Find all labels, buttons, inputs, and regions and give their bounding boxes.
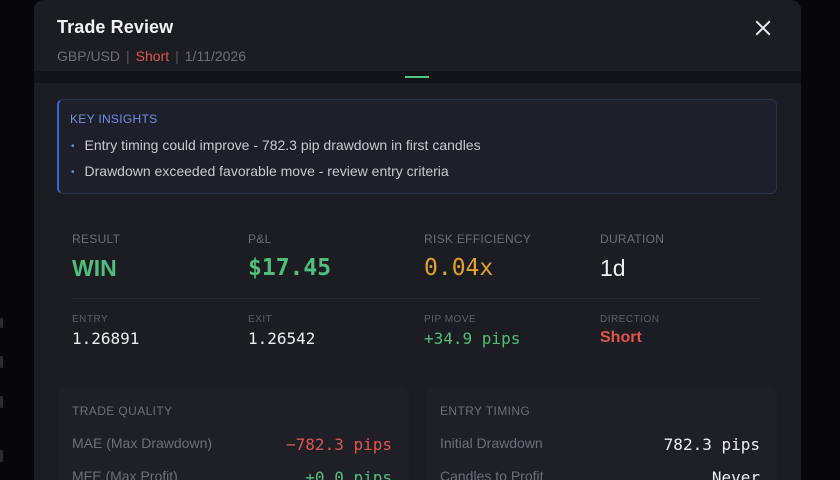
modal-subtitle: GBP/USD | Short | 1/11/2026 <box>57 48 246 64</box>
metric-label: MFE (Max Profit) <box>72 468 178 480</box>
background-fragment <box>0 450 3 462</box>
metric-value: −782.3 pips <box>286 435 392 454</box>
background-fragment <box>0 318 3 328</box>
metric-row-initial-drawdown: Initial Drawdown 782.3 pips <box>440 435 760 455</box>
metric-label: Candles to Profit <box>440 468 544 480</box>
metric-row-mfe: MFE (Max Profit) +0.0 pips <box>72 468 392 480</box>
stat-label: EXIT <box>248 314 273 325</box>
stat-label: RISK EFFICIENCY <box>424 232 532 246</box>
stat-result: RESULT WIN <box>72 232 120 282</box>
bullet-icon: • <box>71 141 75 152</box>
insight-text: Entry timing could improve - 782.3 pip d… <box>84 137 481 153</box>
stat-exit: EXIT 1.26542 <box>248 314 315 348</box>
active-tab-indicator[interactable] <box>405 76 429 78</box>
metric-label: MAE (Max Drawdown) <box>72 435 213 451</box>
close-button[interactable] <box>754 19 772 37</box>
trade-direction: Short <box>135 48 170 64</box>
background-fragment <box>0 356 3 368</box>
stat-value: +34.9 pips <box>424 329 521 348</box>
metric-label: Initial Drawdown <box>440 435 543 451</box>
stat-label: ENTRY <box>72 314 109 325</box>
background-fragment <box>0 396 3 408</box>
insight-text: Drawdown exceeded favorable move - revie… <box>84 163 449 179</box>
stat-value: WIN <box>72 255 117 281</box>
stat-direction: DIRECTION Short <box>600 314 660 347</box>
stat-label: DIRECTION <box>600 314 660 325</box>
metric-value: Never <box>711 468 760 480</box>
card-title: TRADE QUALITY <box>72 404 173 418</box>
trade-date: 1/11/2026 <box>184 48 247 64</box>
insight-item: • Drawdown exceeded favorable move - revi… <box>71 163 449 179</box>
stat-value: 1.26542 <box>248 329 316 348</box>
trade-quality-card: TRADE QUALITY MAE (Max Drawdown) −782.3 … <box>57 388 409 480</box>
stat-value: 1.26891 <box>72 329 140 348</box>
tab-strip <box>34 71 801 83</box>
metric-row-mae: MAE (Max Drawdown) −782.3 pips <box>72 435 392 455</box>
stat-label: PIP MOVE <box>424 314 477 325</box>
modal-header: Trade Review GBP/USD | Short | 1/11/2026 <box>34 0 801 71</box>
stat-entry: ENTRY 1.26891 <box>72 314 139 348</box>
separator: | <box>126 48 130 64</box>
modal-title: Trade Review <box>57 17 174 37</box>
stat-label: RESULT <box>72 232 121 246</box>
insights-title: KEY INSIGHTS <box>70 112 158 126</box>
card-title: ENTRY TIMING <box>440 404 531 418</box>
stat-label: DURATION <box>600 232 665 246</box>
stat-pip-move: PIP MOVE +34.9 pips <box>424 314 520 348</box>
stat-pnl: P&L $17.45 <box>248 232 331 281</box>
stat-duration: DURATION 1d <box>600 232 664 282</box>
metric-row-candles-to-profit: Candles to Profit Never <box>440 468 760 480</box>
stats-divider <box>72 298 760 299</box>
stat-value: Short <box>600 329 642 346</box>
trade-review-modal: Trade Review GBP/USD | Short | 1/11/2026 KEY… <box>34 0 801 480</box>
metric-value: 782.3 pips <box>663 435 760 454</box>
stat-value: $17.45 <box>248 255 332 281</box>
insight-item: • Entry timing could improve - 782.3 pip … <box>71 137 481 153</box>
bullet-icon: • <box>71 167 75 178</box>
stat-value: 0.04x <box>424 255 494 281</box>
entry-timing-card: ENTRY TIMING Initial Drawdown 782.3 pips… <box>425 388 777 480</box>
key-insights-panel: KEY INSIGHTS • Entry timing could improve… <box>57 99 777 194</box>
stat-risk-efficiency: RISK EFFICIENCY 0.04x <box>424 232 531 281</box>
stat-label: P&L <box>248 232 272 246</box>
stat-value: 1d <box>600 255 626 281</box>
close-icon <box>755 20 771 36</box>
separator: | <box>175 48 179 64</box>
metric-value: +0.0 pips <box>305 468 392 480</box>
currency-pair: GBP/USD <box>57 48 121 64</box>
